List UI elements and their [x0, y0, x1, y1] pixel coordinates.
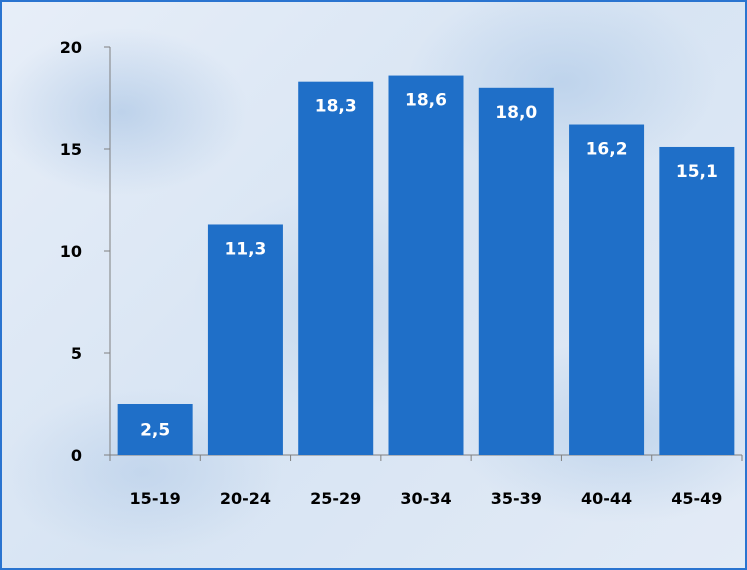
bar-45-49 [659, 146, 735, 455]
bar-30-34 [388, 75, 464, 455]
bar-20-24 [207, 224, 283, 455]
y-tick-label: 5 [71, 344, 82, 363]
y-tick-label: 0 [71, 446, 82, 465]
data-label: 11,3 [224, 239, 266, 259]
x-tick-label: 20-24 [220, 489, 271, 508]
y-tick-label: 15 [60, 140, 82, 159]
x-tick-label: 40-44 [581, 489, 632, 508]
bar-15-19 [117, 404, 193, 455]
data-label: 15,1 [676, 162, 718, 182]
data-label: 2,5 [140, 421, 170, 441]
data-label: 16,2 [586, 140, 628, 160]
data-label: 18,0 [495, 103, 537, 123]
bar-40-44 [569, 124, 645, 456]
x-tick-label: 45-49 [671, 489, 722, 508]
x-tick-label: 15-19 [130, 489, 181, 508]
x-tick-label: 25-29 [310, 489, 361, 508]
y-tick-label: 10 [60, 242, 82, 261]
x-tick-label: 30-34 [400, 489, 451, 508]
y-tick-label: 20 [60, 38, 82, 57]
bar-35-39 [478, 87, 554, 456]
data-label: 18,3 [315, 97, 357, 117]
x-tick-label: 35-39 [491, 489, 542, 508]
bar-25-29 [298, 81, 374, 456]
data-label: 18,6 [405, 91, 447, 111]
